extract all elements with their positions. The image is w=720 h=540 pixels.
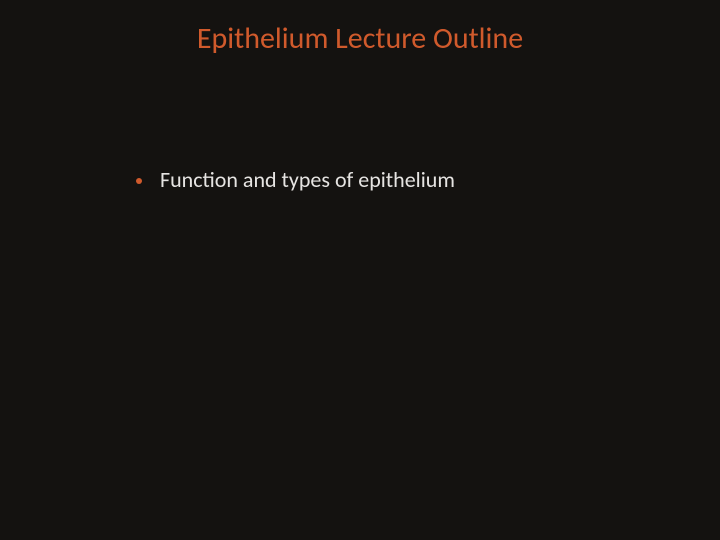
- bullet-dot-icon: [136, 178, 142, 184]
- slide: Epithelium Lecture Outline Function and …: [0, 0, 720, 540]
- bullet-item: Function and types of epithelium: [136, 166, 455, 193]
- bullet-list: Function and types of epithelium: [136, 166, 455, 193]
- bullet-text: Function and types of epithelium: [160, 166, 455, 193]
- slide-title: Epithelium Lecture Outline: [0, 20, 720, 57]
